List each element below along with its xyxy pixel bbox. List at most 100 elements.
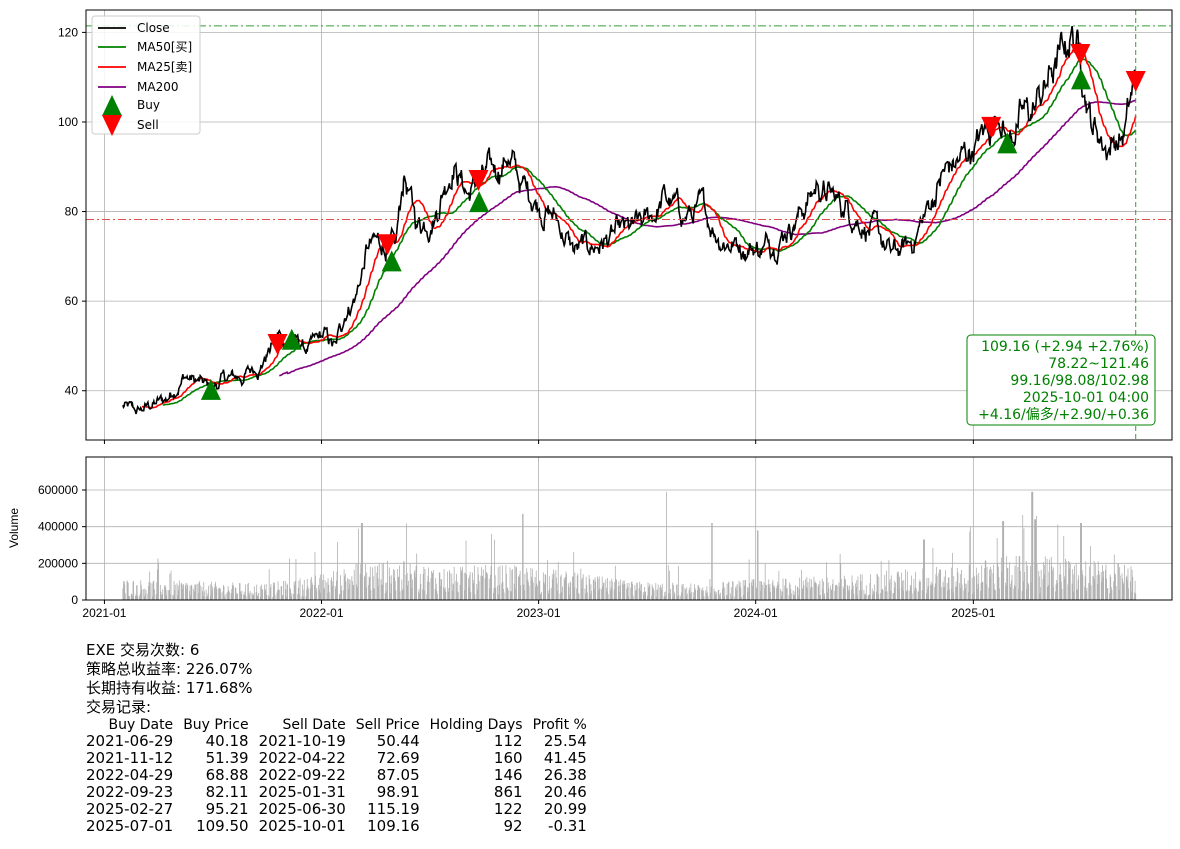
sell-marker	[981, 116, 1002, 138]
trade-cell: 20.99	[543, 800, 587, 818]
trade-cell: 2022-04-29	[86, 766, 174, 784]
trade-cell: 40.18	[205, 732, 249, 750]
volume-ytick-label: 0	[71, 593, 78, 607]
trade-cell: 95.21	[205, 800, 249, 818]
volume-axis-label: Volume	[7, 508, 21, 548]
price-ytick-label: 60	[65, 294, 79, 308]
legend-sell-marker	[102, 115, 122, 136]
volume-xtick-label: 2023-01	[517, 606, 561, 620]
trade-table-header: Buy Date Buy Price Sell Date Sell Price Hold…	[86, 717, 592, 733]
price-axes-frame	[85, 9, 1173, 441]
trade-col-header: Buy Date	[108, 717, 174, 733]
volume-ytick-label: 600000	[38, 483, 78, 497]
report-strategy-return: 策略总收益率: 226.07%	[86, 660, 253, 678]
trade-cell: 109.16	[367, 817, 420, 835]
legend: Close MA50[买] MA25[卖] MA200 Buy Sell	[91, 15, 201, 136]
annotation-line-4: 2025-10-01 04:00	[1023, 390, 1149, 406]
price-ytick-label: 80	[65, 205, 79, 219]
volume-axes-frame	[85, 456, 1173, 601]
buy-marker	[997, 132, 1018, 154]
sell-marker	[267, 333, 288, 355]
annotation-line-3: 99.16/98.08/102.98	[1010, 373, 1149, 389]
trade-cell: 20.46	[543, 783, 587, 801]
trade-cell: 2025-07-01	[86, 817, 174, 835]
trade-cell: 2025-06-30	[258, 800, 346, 818]
trade-cell: 146	[493, 766, 523, 784]
legend-sell-label: Sell	[137, 118, 159, 132]
legend-close-label: Close	[137, 21, 170, 35]
trade-row: 2022-09-23 82.11 2025-01-31 98.91 861 20.46	[86, 784, 592, 801]
buy-marker	[200, 378, 221, 400]
buy-marker	[381, 250, 402, 272]
trade-row: 2022-04-29 68.88 2022-09-22 87.05 146 26.38	[86, 767, 592, 784]
trade-row: 2025-02-27 95.21 2025-06-30 115.19 122 20.99	[86, 801, 592, 818]
price-ytick-label: 40	[65, 384, 79, 398]
trade-cell: 26.38	[543, 766, 587, 784]
trade-row: 2025-07-01 109.50 2025-10-01 109.16 92 -0.31	[86, 818, 592, 835]
trade-cell: 50.44	[376, 732, 420, 750]
price-ytick-label: 120	[58, 25, 78, 39]
buy-marker	[281, 328, 302, 350]
trade-cell: 2021-06-29	[86, 732, 174, 750]
trade-cell: 2025-02-27	[86, 800, 174, 818]
legend-buy-label: Buy	[137, 98, 160, 112]
trade-cell: 2022-04-22	[258, 749, 346, 767]
trade-cell: 72.69	[376, 749, 420, 767]
buy-marker	[1071, 68, 1092, 90]
trade-cell: 51.39	[205, 749, 249, 767]
report-trade-count: EXE 交易次数: 6	[86, 641, 200, 659]
trade-cell: 112	[493, 732, 523, 750]
sell-marker	[468, 169, 489, 191]
annotation-line-2: 78.22~121.46	[1048, 356, 1149, 372]
trade-cell: -0.31	[548, 817, 587, 835]
report-trades-heading: 交易记录:	[86, 698, 152, 716]
trade-cell: 82.11	[205, 783, 249, 801]
volume-xtick-label: 2024-01	[734, 606, 778, 620]
annotation-line-1: 109.16 (+2.94 +2.76%)	[981, 339, 1149, 355]
trade-row: 2021-06-29 40.18 2021-10-19 50.44 112 25.54	[86, 733, 592, 750]
trade-cell: 25.54	[543, 732, 587, 750]
annotation-box	[966, 334, 1156, 426]
trade-cell: 87.05	[376, 766, 420, 784]
trade-cell: 2025-01-31	[258, 783, 346, 801]
legend-ma200-label: MA200	[137, 80, 178, 94]
volume-ytick-label: 200000	[38, 556, 78, 570]
volume-ytick-label: 400000	[38, 520, 78, 534]
trade-col-header: Holding Days	[429, 717, 523, 733]
trade-cell: 2022-09-22	[258, 766, 346, 784]
sell-marker	[377, 234, 398, 256]
trade-cell: 115.19	[367, 800, 420, 818]
trade-cell: 160	[493, 749, 523, 767]
trade-col-header: Profit %	[532, 717, 587, 733]
trade-cell: 2021-11-12	[86, 749, 174, 767]
legend-buy-marker	[102, 95, 122, 116]
annotation-line-5: +4.16/偏多/+2.90/+0.36	[978, 406, 1149, 423]
trade-cell: 122	[493, 800, 523, 818]
trade-col-header: Sell Date	[282, 717, 346, 733]
trade-col-header: Sell Price	[355, 717, 420, 733]
price-ytick-label: 100	[58, 115, 78, 129]
series-ma50-line	[162, 58, 1137, 406]
buy-marker	[469, 191, 490, 213]
trade-table: Buy Date Buy Price Sell Date Sell Price Hold…	[86, 717, 592, 835]
trade-cell: 41.45	[543, 749, 587, 767]
trade-cell: 92	[503, 817, 523, 835]
stock-chart-figure: 40 60 80 100 120 Close MA50[买] MA25[卖] MA200…	[7, 9, 1173, 620]
legend-ma50-label: MA50[买]	[137, 40, 192, 54]
trade-cell: 2021-10-19	[258, 732, 346, 750]
price-annotation: 109.16 (+2.94 +2.76%) 78.22~121.46 99.16…	[966, 334, 1156, 426]
trade-cell: 68.88	[205, 766, 249, 784]
trade-report: EXE 交易次数: 6 策略总收益率: 226.07% 长期持有收益: 171.…	[86, 641, 592, 835]
trade-cell: 109.50	[196, 817, 249, 835]
trade-cell: 98.91	[376, 783, 420, 801]
volume-xtick-label: 2021-01	[82, 606, 126, 620]
trade-cell: 2022-09-23	[86, 783, 174, 801]
price-panel: 40 60 80 100 120 Close MA50[买] MA25[卖] MA200…	[58, 9, 1173, 444]
sell-marker	[1070, 43, 1091, 65]
legend-box	[91, 15, 201, 135]
sell-marker	[1125, 70, 1146, 92]
volume-xtick-label: 2025-01	[951, 606, 995, 620]
legend-ma25-label: MA25[卖]	[137, 60, 192, 74]
volume-xtick-label: 2022-01	[299, 606, 343, 620]
report-hold-return: 长期持有收益: 171.68%	[86, 679, 253, 697]
